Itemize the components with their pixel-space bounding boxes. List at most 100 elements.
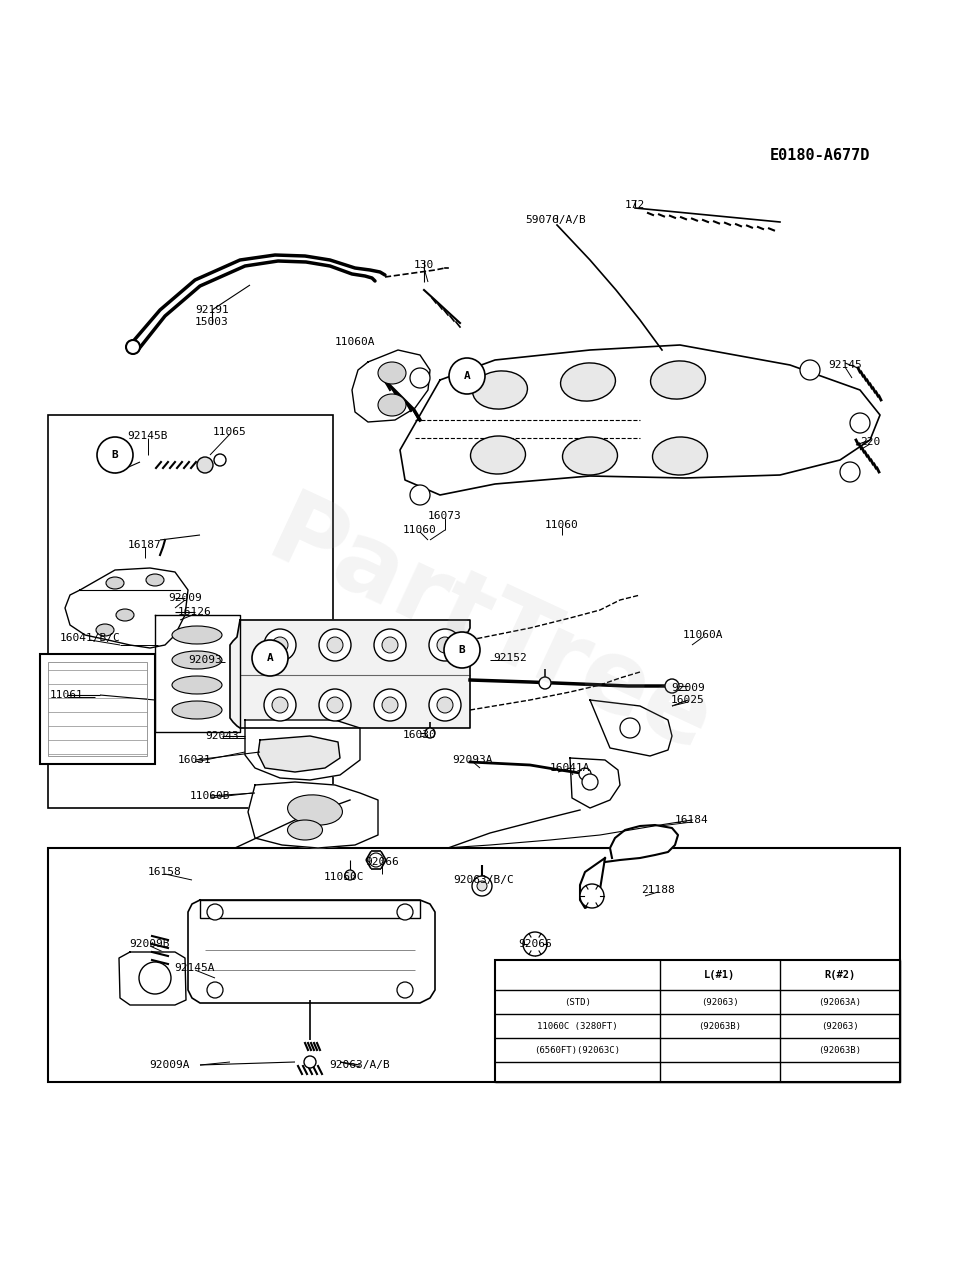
- Ellipse shape: [288, 795, 342, 826]
- Text: B: B: [111, 451, 118, 460]
- Text: 11061: 11061: [50, 690, 84, 700]
- Text: 16158: 16158: [148, 867, 182, 877]
- Circle shape: [397, 904, 413, 920]
- Circle shape: [579, 884, 603, 908]
- Text: 92009: 92009: [168, 593, 201, 603]
- Ellipse shape: [106, 577, 124, 589]
- Text: L(#1): L(#1): [703, 970, 734, 980]
- Circle shape: [839, 462, 859, 483]
- Ellipse shape: [172, 701, 222, 719]
- Circle shape: [578, 768, 591, 780]
- Text: (92063): (92063): [821, 1021, 858, 1030]
- Circle shape: [374, 628, 406, 660]
- Circle shape: [410, 485, 429, 506]
- Text: 16184: 16184: [675, 815, 708, 826]
- Text: E0180-A677D: E0180-A677D: [769, 147, 869, 163]
- Circle shape: [139, 963, 171, 995]
- Circle shape: [344, 870, 355, 881]
- Circle shape: [126, 340, 140, 355]
- Text: 11060C (3280FT): 11060C (3280FT): [537, 1021, 617, 1030]
- Ellipse shape: [560, 364, 615, 401]
- Text: 11060: 11060: [545, 520, 578, 530]
- Polygon shape: [579, 858, 604, 908]
- Text: A: A: [464, 371, 469, 381]
- Ellipse shape: [172, 652, 222, 669]
- Text: 92043: 92043: [205, 731, 239, 741]
- Ellipse shape: [288, 820, 322, 840]
- Circle shape: [444, 632, 479, 668]
- Text: 11060B: 11060B: [190, 791, 230, 801]
- Ellipse shape: [96, 625, 113, 636]
- Text: 16041A: 16041A: [550, 763, 590, 773]
- Bar: [48, 662, 147, 756]
- Text: (92063B): (92063B): [697, 1021, 740, 1030]
- Ellipse shape: [378, 394, 406, 416]
- Circle shape: [327, 698, 342, 713]
- Polygon shape: [155, 614, 240, 732]
- Circle shape: [206, 982, 223, 998]
- Text: 92191: 92191: [195, 305, 229, 315]
- Text: 92063/A/B: 92063/A/B: [330, 1060, 390, 1070]
- Text: 92093: 92093: [188, 655, 222, 666]
- Circle shape: [272, 637, 288, 653]
- Circle shape: [849, 413, 869, 433]
- Polygon shape: [119, 952, 186, 1005]
- Text: 172: 172: [624, 200, 645, 210]
- Bar: [40, 654, 155, 764]
- Bar: [48, 415, 333, 808]
- Circle shape: [428, 628, 461, 660]
- Text: 11060C: 11060C: [324, 872, 364, 882]
- Ellipse shape: [650, 361, 705, 399]
- Circle shape: [197, 457, 213, 474]
- Text: 220: 220: [859, 436, 879, 447]
- Circle shape: [264, 628, 295, 660]
- Text: PartTree: PartTree: [253, 485, 726, 774]
- Polygon shape: [65, 568, 188, 648]
- Text: 92066: 92066: [517, 940, 552, 948]
- Circle shape: [436, 637, 453, 653]
- Polygon shape: [590, 700, 671, 756]
- Text: R(#2): R(#2): [823, 970, 855, 980]
- Text: 92093A: 92093A: [452, 755, 493, 765]
- Bar: [200, 900, 420, 918]
- Circle shape: [581, 774, 598, 790]
- Text: (STD): (STD): [563, 997, 591, 1006]
- Polygon shape: [569, 758, 619, 808]
- Circle shape: [374, 689, 406, 721]
- Circle shape: [319, 689, 351, 721]
- Text: (6560FT)(92063C): (6560FT)(92063C): [534, 1046, 620, 1055]
- Text: 16041/B/C: 16041/B/C: [60, 634, 120, 643]
- Polygon shape: [258, 736, 339, 772]
- Ellipse shape: [470, 436, 525, 474]
- Circle shape: [476, 881, 486, 891]
- Text: 16031: 16031: [178, 755, 211, 765]
- Text: (92063B): (92063B): [818, 1046, 861, 1055]
- Circle shape: [206, 904, 223, 920]
- Text: 92145A: 92145A: [174, 963, 215, 973]
- Circle shape: [264, 689, 295, 721]
- Circle shape: [319, 628, 351, 660]
- Ellipse shape: [172, 676, 222, 694]
- Text: 92009B: 92009B: [130, 940, 170, 948]
- Polygon shape: [244, 719, 360, 780]
- Circle shape: [799, 360, 820, 380]
- Polygon shape: [352, 349, 429, 422]
- Text: 92066: 92066: [365, 858, 398, 867]
- Text: 16025: 16025: [671, 695, 704, 705]
- Ellipse shape: [378, 362, 406, 384]
- Circle shape: [381, 637, 398, 653]
- Circle shape: [381, 698, 398, 713]
- Text: 11065: 11065: [213, 428, 246, 436]
- Polygon shape: [188, 900, 434, 1004]
- Circle shape: [539, 677, 551, 689]
- Text: 92152: 92152: [493, 653, 526, 663]
- Text: A: A: [266, 653, 273, 663]
- Circle shape: [397, 982, 413, 998]
- Text: 59076/A/B: 59076/A/B: [525, 215, 586, 225]
- Text: 16126: 16126: [178, 607, 211, 617]
- Ellipse shape: [172, 626, 222, 644]
- Circle shape: [97, 436, 133, 474]
- Polygon shape: [604, 826, 678, 861]
- Text: 92145: 92145: [827, 360, 861, 370]
- Text: 15003: 15003: [195, 317, 229, 326]
